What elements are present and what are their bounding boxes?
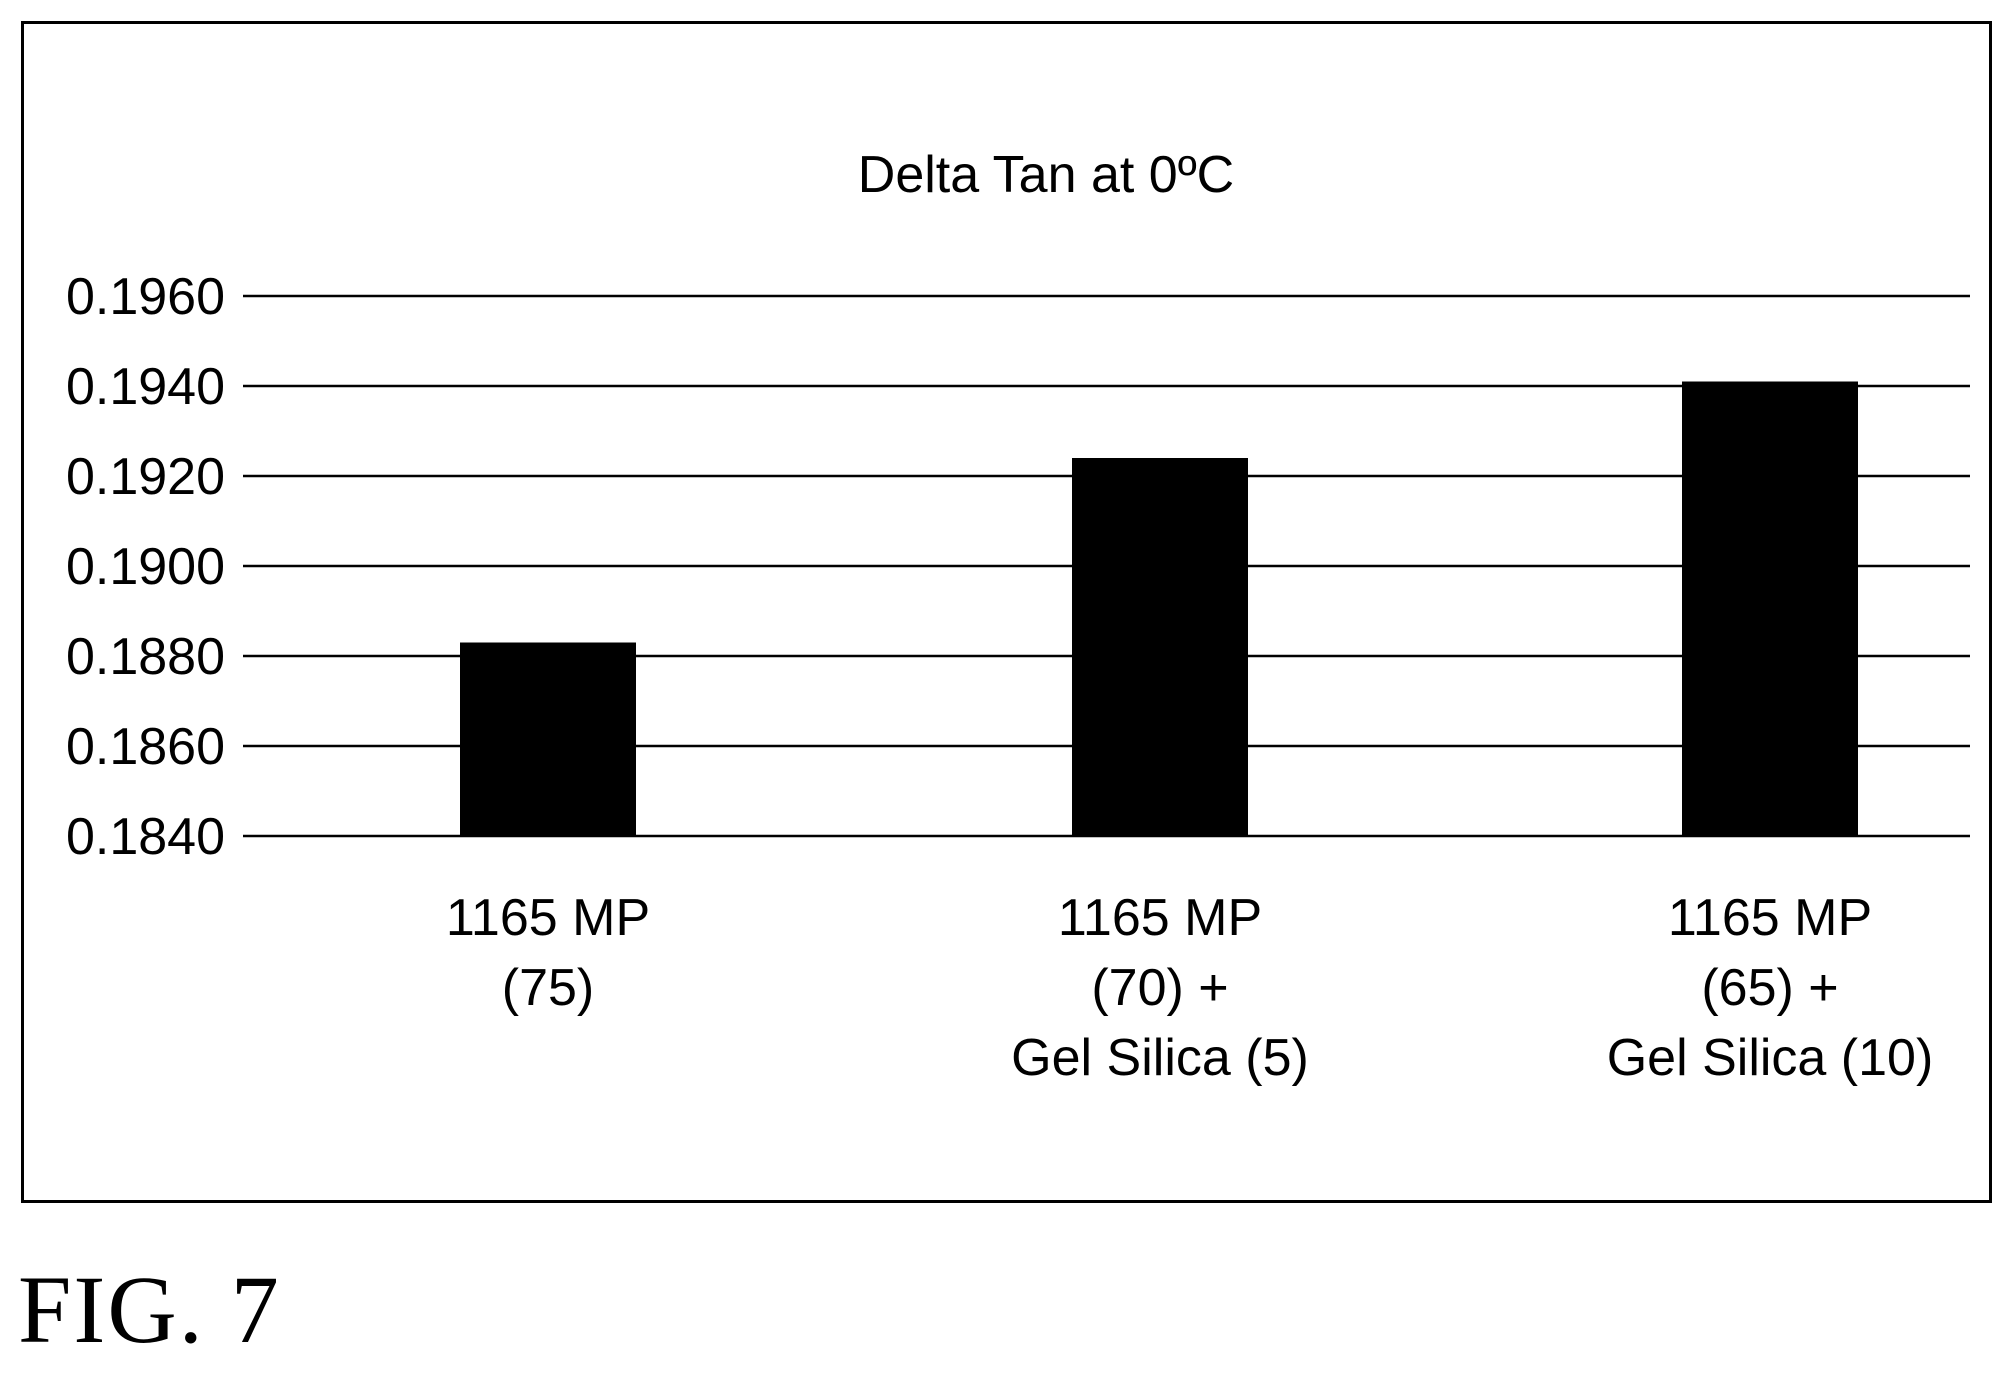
x-category-label: 1165 MP xyxy=(1668,889,1872,947)
x-category-label: 1165 MP xyxy=(1058,889,1262,947)
x-category-label: (65) + xyxy=(1701,959,1838,1017)
y-tick-label: 0.1840 xyxy=(66,808,225,866)
bar xyxy=(1682,381,1858,836)
bar xyxy=(1072,458,1248,836)
y-tick-label: 0.1900 xyxy=(66,538,225,596)
chart-title: Delta Tan at 0ºC xyxy=(858,146,1234,204)
y-axis-tick-labels: 0.1840 0.1860 0.1880 0.1900 0.1920 0.1940 0.19… xyxy=(66,268,225,866)
bars xyxy=(460,381,1858,836)
y-tick-label: 0.1960 xyxy=(66,268,225,326)
bar xyxy=(460,642,636,836)
x-category-label: (70) + xyxy=(1091,959,1228,1017)
y-tick-label: 0.1880 xyxy=(66,628,225,686)
x-category-label: Gel Silica (10) xyxy=(1607,1029,1934,1087)
x-category-label: Gel Silica (5) xyxy=(1011,1029,1309,1087)
y-tick-label: 0.1940 xyxy=(66,358,225,416)
figure-label: FIG. 7 xyxy=(18,1256,281,1363)
x-axis-category-labels: 1165 MP (75) 1165 MP (70) + Gel Silica (5) 11… xyxy=(446,889,1933,1087)
x-category-label: (75) xyxy=(502,959,594,1017)
y-tick-label: 0.1860 xyxy=(66,718,225,776)
x-category-label: 1165 MP xyxy=(446,889,650,947)
chart-frame xyxy=(21,21,1992,1203)
y-tick-label: 0.1920 xyxy=(66,448,225,506)
